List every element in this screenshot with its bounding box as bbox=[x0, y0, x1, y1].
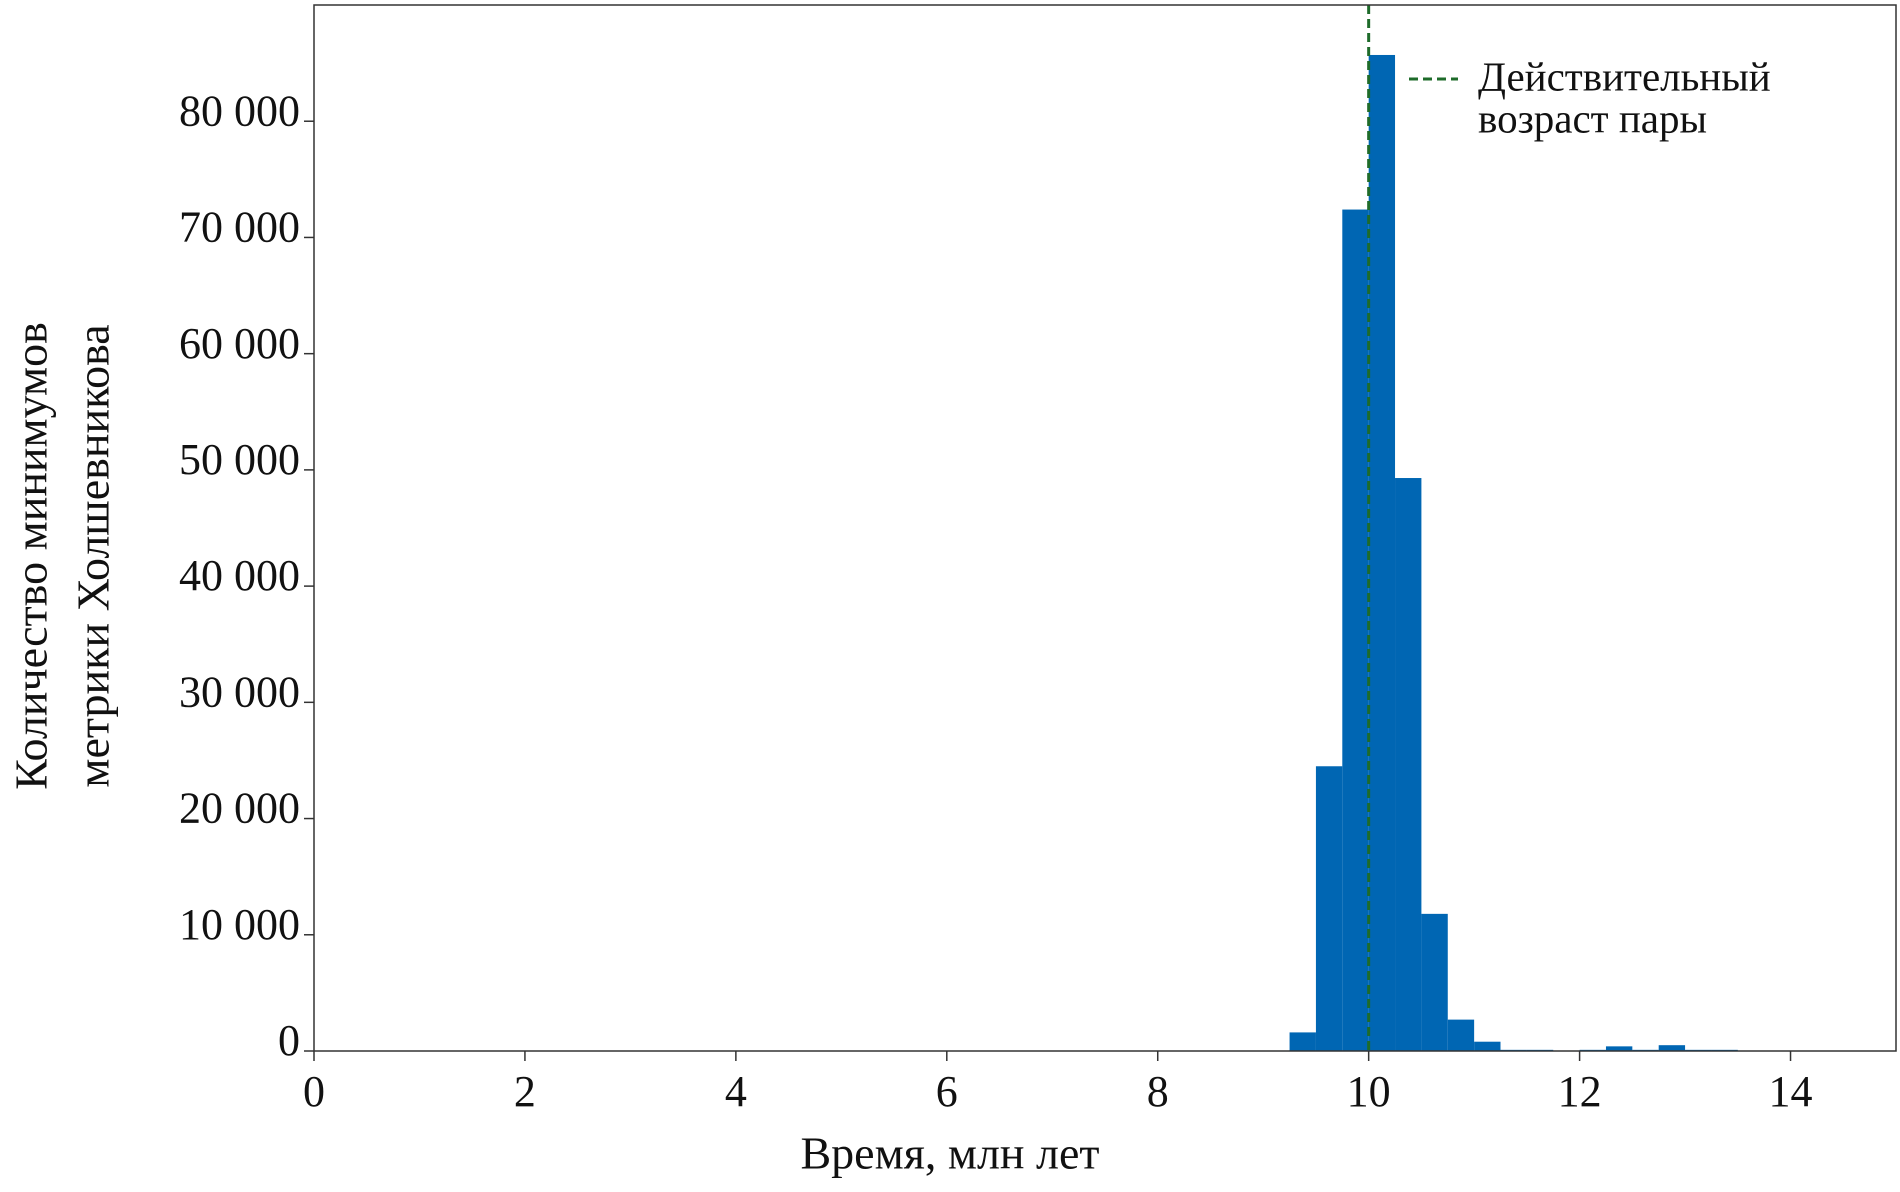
bar bbox=[1658, 1045, 1686, 1051]
y-tick-label: 80 000 bbox=[179, 86, 300, 135]
x-tick-label: 12 bbox=[1558, 1067, 1602, 1116]
bar bbox=[1474, 1041, 1501, 1051]
x-tick-label: 10 bbox=[1347, 1067, 1391, 1116]
x-tick-label: 4 bbox=[725, 1067, 747, 1116]
y-axis-label-line: Количество минимумов bbox=[6, 322, 57, 790]
y-tick-label: 50 000 bbox=[179, 435, 300, 484]
x-tick-label: 14 bbox=[1769, 1067, 1813, 1116]
x-tick-label: 6 bbox=[936, 1067, 958, 1116]
legend-label: возраст пары bbox=[1478, 95, 1707, 141]
y-axis-label: Количество минимумов метрики Холшевников… bbox=[6, 322, 119, 790]
bar bbox=[1395, 478, 1422, 1052]
bar bbox=[1421, 913, 1448, 1051]
legend-label: Действительный bbox=[1478, 53, 1771, 99]
y-tick-label: 70 000 bbox=[179, 203, 300, 252]
y-tick-label: 60 000 bbox=[179, 319, 300, 368]
y-tick-label: 40 000 bbox=[179, 551, 300, 600]
plot-frame bbox=[313, 4, 1897, 1052]
bar bbox=[1315, 766, 1343, 1051]
y-axis-label-line: метрики Холшевникова bbox=[68, 324, 119, 787]
bar bbox=[1342, 209, 1369, 1051]
x-axis-label: Время, млн лет bbox=[800, 1128, 1099, 1179]
y-tick-label: 30 000 bbox=[179, 667, 300, 716]
bar bbox=[1289, 1032, 1316, 1051]
bar bbox=[1605, 1046, 1633, 1051]
x-tick-label: 2 bbox=[514, 1067, 536, 1116]
y-tick-label: 0 bbox=[278, 1016, 300, 1065]
x-tick-label: 8 bbox=[1147, 1067, 1169, 1116]
y-tick-label: 10 000 bbox=[179, 900, 300, 949]
y-tick-label: 20 000 bbox=[179, 784, 300, 833]
x-tick-label: 0 bbox=[303, 1067, 325, 1116]
bar bbox=[1368, 54, 1396, 1051]
bar bbox=[1447, 1019, 1475, 1051]
